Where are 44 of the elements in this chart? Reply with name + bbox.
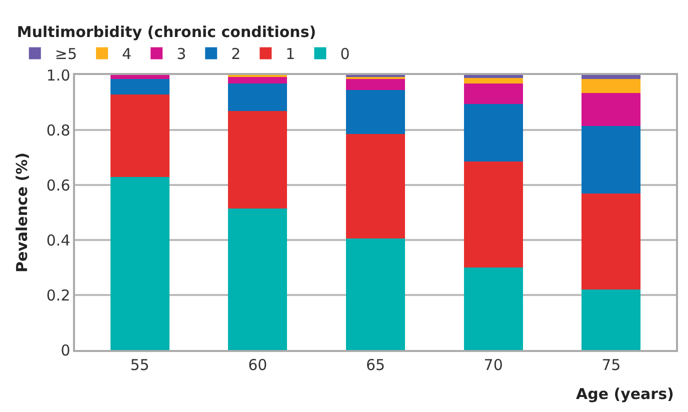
legend-label: 3	[176, 45, 186, 64]
y-tick-label: 0.6	[46, 176, 70, 194]
bar	[110, 94, 170, 177]
bar	[346, 79, 405, 90]
bar	[110, 75, 170, 79]
y-tick-label: 0.2	[46, 286, 70, 304]
legend-label: 0	[340, 45, 350, 64]
bar	[346, 238, 405, 350]
bar	[346, 90, 405, 134]
y-tick-label: 0.4	[46, 231, 70, 250]
bar	[228, 110, 288, 208]
bar	[110, 78, 170, 94]
legend-label: 4	[122, 45, 132, 64]
bar	[464, 268, 523, 350]
x-tick-label: 70	[484, 356, 503, 374]
bar	[464, 75, 523, 78]
x-tick-label: 55	[130, 356, 150, 374]
bar	[582, 75, 641, 80]
bar	[228, 83, 288, 111]
legend-label: ≥5	[54, 45, 78, 64]
bar	[464, 83, 523, 104]
legend-title: Multimorbidity (chronic conditions)	[16, 23, 316, 41]
legend-label: 2	[231, 45, 241, 64]
legend-label: 1	[286, 45, 296, 64]
y-tick-label: 0	[60, 341, 70, 360]
bar	[582, 193, 641, 290]
bar	[228, 76, 288, 84]
bar	[346, 134, 405, 239]
bar	[464, 104, 523, 162]
x-tick-label: 65	[366, 356, 386, 374]
y-tick-label: 0.8	[46, 121, 70, 140]
bar	[582, 92, 641, 126]
x-axis-title: Age (years)	[576, 385, 674, 403]
bar	[582, 79, 641, 93]
bar	[582, 126, 641, 194]
bar	[464, 162, 523, 268]
y-axis-title: Pevalence (%)	[13, 152, 32, 273]
bar	[582, 290, 641, 350]
x-tick-label: 60	[248, 356, 268, 374]
bar	[110, 176, 170, 350]
x-tick-label: 75	[602, 356, 621, 374]
bar	[228, 208, 288, 350]
y-tick-label: 1.0	[46, 66, 70, 84]
bar	[464, 78, 523, 84]
